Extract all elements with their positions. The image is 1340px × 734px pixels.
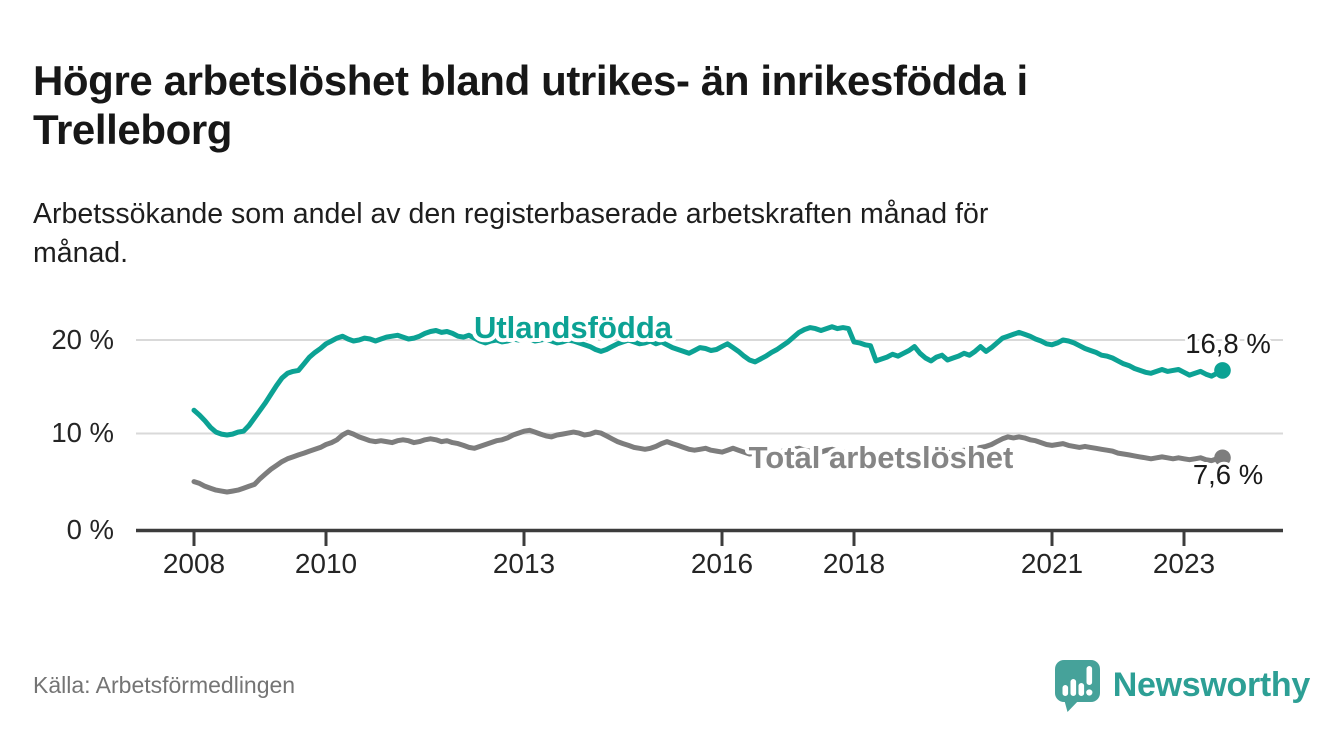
series-label-total-arbetsloshet: Total arbetslöshet [749, 440, 1014, 475]
x-tick-label-2016: 2016 [691, 548, 753, 579]
source-note: Källa: Arbetsförmedlingen [33, 672, 296, 698]
x-tick-label-2021: 2021 [1021, 548, 1083, 579]
logo-wordmark: Newsworthy [1112, 665, 1311, 704]
y-tick-label-20: 20 % [51, 324, 114, 355]
x-tick-label-2023: 2023 [1153, 548, 1215, 579]
series-label-utlandsfodda: Utlandsfödda [474, 310, 673, 345]
x-tick-label-2013: 2013 [493, 548, 555, 579]
subtitle-line-2: månad. [33, 236, 129, 269]
series-line-total-arbetsloshet [191, 427, 1225, 495]
series-line-utlandsfodda [191, 324, 1225, 438]
y-tick-label-0: 0 % [67, 514, 114, 545]
x-tick-label-2010: 2010 [295, 548, 357, 579]
title-line-1: Högre arbetslöshet bland utrikes- än inr… [33, 57, 1028, 105]
page-title: Högre arbetslöshet bland utrikes- än inr… [33, 56, 1303, 154]
end-value-label-utlandsfodda: 16,8 % [1185, 328, 1271, 359]
x-tick-label-2008: 2008 [163, 548, 225, 579]
newsworthy-logo: Newsworthy [1053, 658, 1310, 712]
end-value-label-total: 7,6 % [1193, 459, 1263, 490]
series-end-dot-utlandsfodda [1214, 362, 1231, 379]
subtitle-line-1: Arbetssökande som andel av den registerb… [33, 197, 989, 230]
chart-subtitle: Arbetssökande som andel av den registerb… [33, 195, 1303, 273]
y-tick-label-10: 10 % [51, 417, 114, 448]
title-line-2: Trelleborg [33, 106, 233, 154]
logo-speech-bubble-icon [1054, 660, 1100, 712]
x-tick-label-2018: 2018 [823, 548, 885, 579]
series-end-dot-total [1214, 449, 1231, 467]
